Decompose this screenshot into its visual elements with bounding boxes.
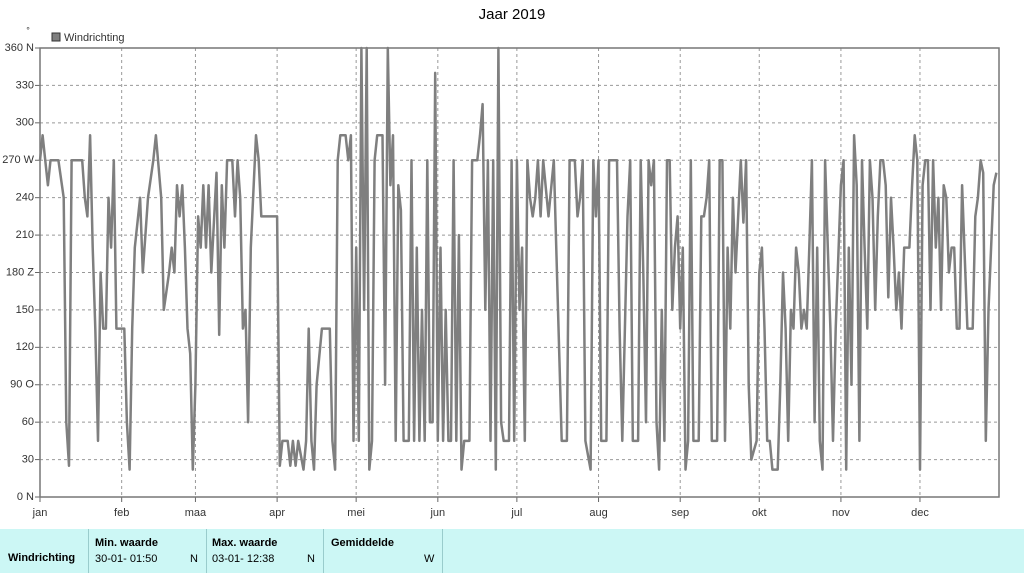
- chart-title: Jaar 2019: [479, 6, 546, 23]
- plot-frame: [39, 47, 1000, 498]
- y-tick-label: 180 Z: [6, 266, 34, 278]
- summary-column: [206, 529, 324, 573]
- legend-swatch: [51, 32, 61, 42]
- column-header: Max. waarde: [212, 537, 278, 549]
- y-tick-label: 90 O: [10, 379, 34, 391]
- chart: Jaar 2019 ° Windrichting 0 N 30 60 90 O 120 1…: [2, 6, 1000, 519]
- x-tick-label: sep: [671, 507, 689, 519]
- legend-label: Windrichting: [64, 32, 125, 44]
- y-tick-label: 0 N: [17, 491, 34, 503]
- y-tick-label: 150: [16, 304, 34, 316]
- x-tick-label: dec: [911, 507, 929, 519]
- plot-area: 0 N 30 60 90 O 120 150 180 Z 210 240 270 W 300 330 3…: [2, 42, 1000, 519]
- y-tick-label: 330: [16, 79, 34, 91]
- summary-column: [0, 529, 89, 573]
- x-tick-label: nov: [832, 507, 850, 519]
- y-tick-label: 240: [16, 192, 34, 204]
- column-header: Gemiddelde: [331, 537, 394, 549]
- summary-column: [88, 529, 207, 573]
- max-time: 03-01- 12:38: [212, 553, 275, 565]
- x-tick-label: mei: [347, 507, 365, 519]
- min-direction: N: [190, 553, 198, 565]
- max-direction: N: [307, 553, 315, 565]
- y-tick-label: 60: [22, 416, 34, 428]
- x-tick-label: aug: [589, 507, 607, 519]
- y-tick-label: 270 W: [2, 154, 34, 166]
- row-label: Windrichting: [8, 552, 76, 564]
- column-header: Min. waarde: [95, 537, 158, 549]
- x-tick-label: okt: [752, 507, 767, 519]
- min-time: 30-01- 01:50: [95, 553, 158, 565]
- summary-bar: Windrichting Min. waarde 30-01- 01:50 N …: [0, 529, 1024, 573]
- x-tick-label: jul: [510, 507, 522, 519]
- average-direction: W: [424, 553, 435, 565]
- y-axis-unit: °: [26, 25, 30, 35]
- y-tick-label: 30: [22, 453, 34, 465]
- y-tick-label: 120: [16, 341, 34, 353]
- data-line: [38, 46, 998, 471]
- x-tick-label: maa: [185, 507, 207, 519]
- x-tick-label: jun: [429, 507, 445, 519]
- y-tick-label: 210: [16, 229, 34, 241]
- y-tick-label: 300: [16, 117, 34, 129]
- summary-column: [323, 529, 443, 573]
- y-tick-label: 360 N: [5, 42, 34, 54]
- x-tick-label: jan: [32, 507, 48, 519]
- x-tick-label: feb: [114, 507, 129, 519]
- x-tick-label: apr: [269, 507, 285, 519]
